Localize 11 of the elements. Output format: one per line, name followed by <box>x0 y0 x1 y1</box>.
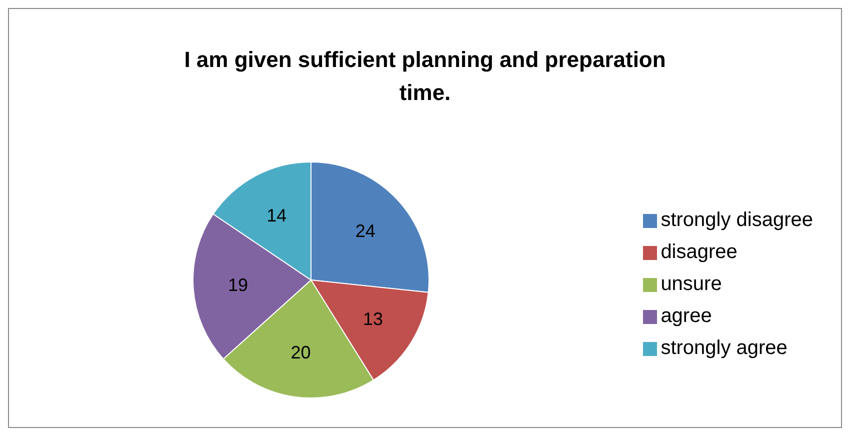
legend-label: agree <box>660 305 712 327</box>
legend-label: disagree <box>660 241 738 263</box>
data-label: 14 <box>266 205 287 226</box>
data-label: 13 <box>363 308 384 329</box>
data-label: 20 <box>290 342 311 362</box>
legend-label: unsure <box>660 273 722 295</box>
legend-label: strongly agree <box>660 337 788 359</box>
chart-title: I am given sufficient planning and preparation time. <box>183 46 667 107</box>
data-label: 24 <box>355 221 376 242</box>
data-label: 19 <box>228 275 248 296</box>
legend-label: strongly disagree <box>660 209 813 231</box>
